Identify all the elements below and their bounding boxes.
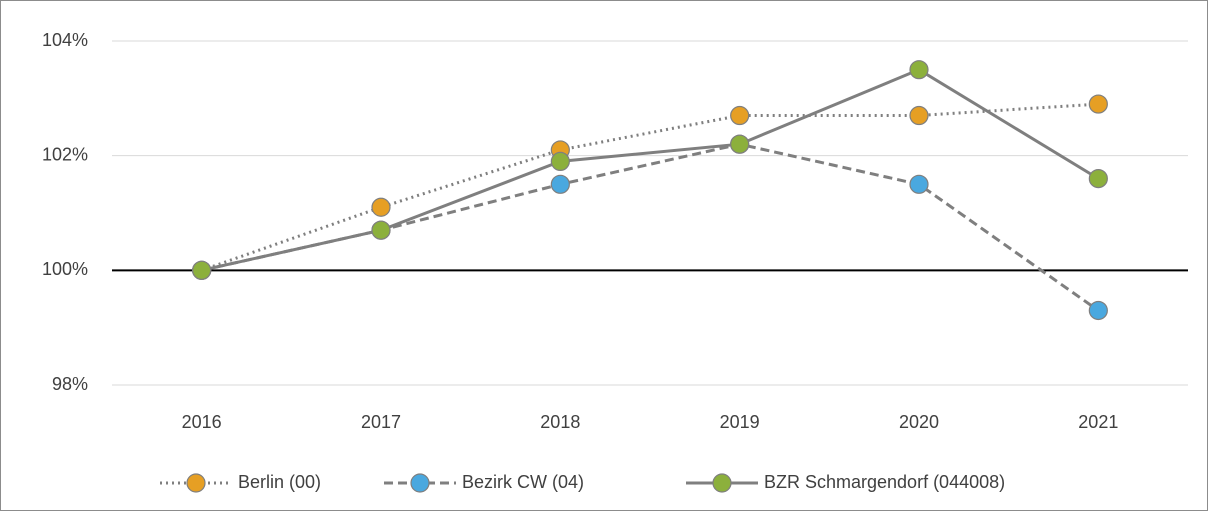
- x-tick-label: 2017: [361, 412, 401, 432]
- data-point: [909, 174, 929, 194]
- series-line: [201, 102, 1099, 272]
- data-point: [192, 260, 212, 280]
- series-line: [201, 142, 1100, 312]
- data-point: [550, 174, 570, 194]
- y-tick-label: 102%: [42, 144, 88, 164]
- legend-label: Berlin (00): [238, 472, 321, 492]
- data-point: [550, 151, 570, 171]
- data-point: [909, 60, 929, 80]
- x-tick-label: 2018: [540, 412, 580, 432]
- legend-label: Bezirk CW (04): [462, 472, 584, 492]
- data-point: [1088, 300, 1108, 321]
- data-point: [730, 105, 750, 126]
- data-point: [730, 134, 750, 154]
- y-tick-label: 100%: [42, 259, 88, 279]
- x-tick-label: 2020: [899, 412, 939, 432]
- y-tick-label: 104%: [42, 30, 88, 50]
- legend-marker: [410, 473, 430, 493]
- x-tick-label: 2016: [182, 412, 222, 432]
- legend-label: BZR Schmargendorf (044008): [764, 472, 1005, 492]
- data-point: [909, 105, 929, 126]
- legend-marker: [186, 473, 206, 493]
- data-point: [371, 197, 391, 217]
- data-point: [1088, 94, 1108, 114]
- x-tick-label: 2019: [720, 412, 760, 432]
- x-tick-label: 2021: [1078, 412, 1118, 432]
- data-point: [371, 220, 391, 240]
- series-line: [201, 67, 1100, 272]
- data-point: [1088, 169, 1108, 189]
- legend-marker: [712, 473, 732, 493]
- y-tick-label: 98%: [52, 374, 88, 394]
